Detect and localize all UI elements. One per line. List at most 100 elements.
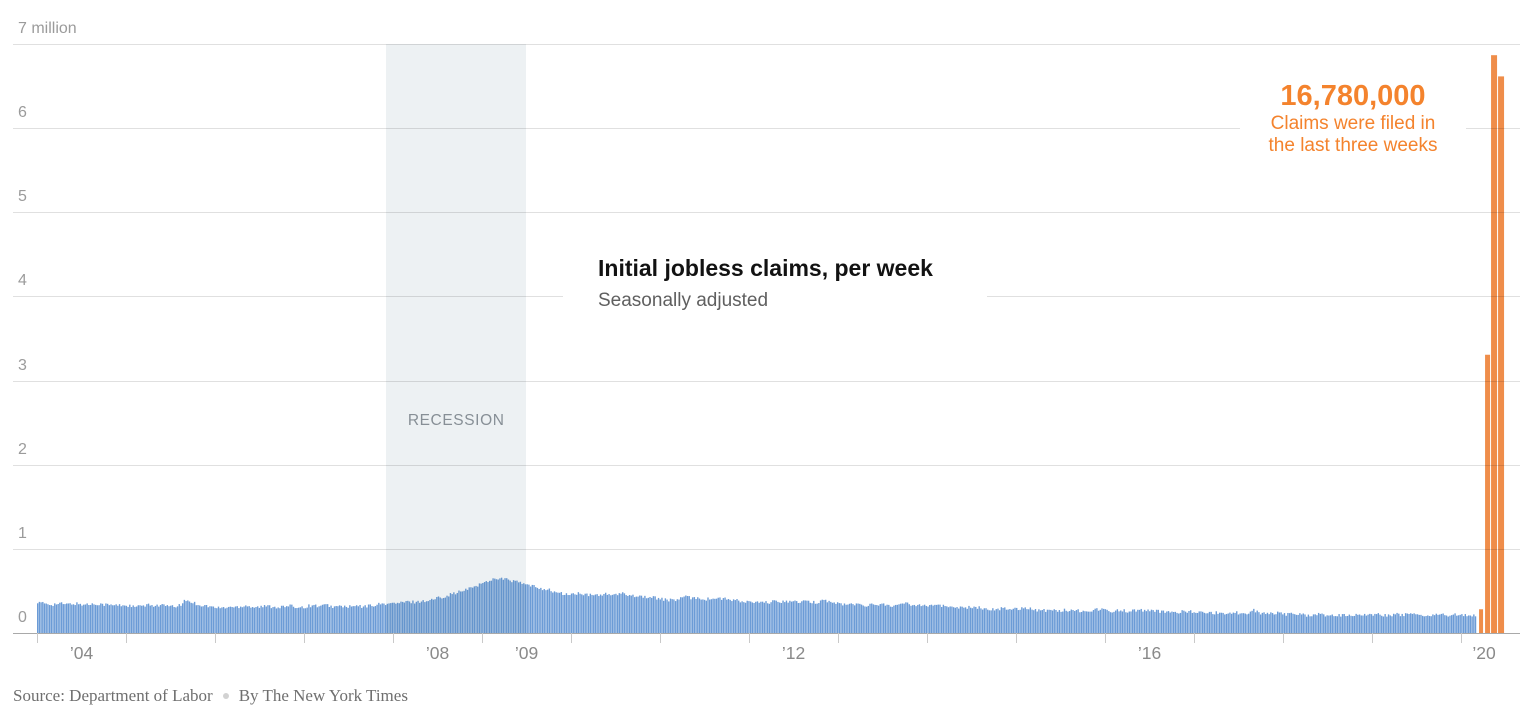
weekly-claims-bar [1017,610,1020,633]
weekly-claims-bar [656,599,658,633]
weekly-claims-bar [1230,613,1233,633]
weekly-claims-bar [349,605,351,633]
weekly-claims-bar [297,607,300,633]
weekly-claims-bar [488,580,491,633]
weekly-claims-bar [954,607,957,633]
weekly-claims-bar [1219,612,1221,633]
weekly-claims-bar [1188,611,1190,633]
weekly-claims-bar [357,606,360,633]
weekly-claims-bar [995,609,997,633]
weekly-claims-bar [1442,613,1444,633]
weekly-claims-bar [77,604,80,633]
weekly-claims-bar [185,601,187,633]
weekly-claims-bar [1386,616,1388,633]
weekly-claims-bar [1092,610,1095,633]
weekly-claims-bar [212,606,215,633]
weekly-claims-bar [1355,613,1357,633]
weekly-claims-bar [1210,611,1212,633]
weekly-claims-bar [129,604,131,633]
weekly-claims-bar [1427,615,1429,633]
weekly-claims-bar [1345,616,1347,633]
weekly-claims-bar [964,607,967,633]
weekly-claims-bar [471,587,474,633]
weekly-claims-bar [1205,613,1207,633]
weekly-claims-bar [598,596,600,633]
weekly-claims-bar [1271,613,1274,633]
weekly-claims-bar [891,606,893,633]
weekly-claims-bar [289,604,291,633]
weekly-claims-bar [980,608,982,633]
y-axis-label: 1 [18,525,27,542]
weekly-claims-bar [1167,611,1170,633]
y-axis-label: 5 [18,188,27,205]
weekly-claims-bar [458,590,460,633]
weekly-claims-bar [1343,613,1345,633]
weekly-claims-bar [720,599,723,633]
weekly-claims-bar [156,604,158,633]
weekly-claims-bar [1299,613,1301,633]
weekly-claims-bar [417,600,419,633]
weekly-claims-bar [630,595,632,633]
weekly-claims-bar [98,605,100,633]
weekly-claims-bar [255,607,257,633]
x-axis-label: ’08 [425,643,450,663]
weekly-claims-bar [1053,609,1055,633]
x-axis-tick [838,633,839,643]
weekly-claims-bar [536,587,539,633]
weekly-claims-bar [1372,615,1374,633]
weekly-claims-bar [424,602,426,633]
weekly-claims-bar [1410,613,1412,633]
weekly-claims-bar [1461,614,1463,633]
weekly-claims-bar [760,601,762,633]
weekly-claims-bar [1126,612,1129,633]
x-axis-tick [482,633,483,643]
weekly-claims-bar [168,606,170,633]
weekly-claims-bar [736,599,738,633]
weekly-claims-bar [408,601,411,633]
weekly-claims-bar [122,605,124,633]
weekly-claims-bar [557,592,559,633]
x-axis-tick [393,633,394,643]
weekly-claims-bar [234,606,237,633]
weekly-claims-bar [1420,614,1422,633]
weekly-claims-bar [765,601,767,633]
weekly-claims-bar [872,604,875,633]
weekly-claims-bar [828,600,830,633]
weekly-claims-bar [238,608,240,633]
highlight-claims-bar [1485,354,1491,633]
weekly-claims-bar [507,579,510,633]
weekly-claims-bar [739,602,742,633]
weekly-claims-bar [593,595,595,633]
weekly-claims-bar [1456,615,1458,633]
weekly-claims-bar [644,595,646,633]
gridline [13,128,1520,129]
x-axis-label: ’04 [69,643,94,663]
weekly-claims-bar [81,605,83,633]
weekly-claims-bar [686,596,689,633]
weekly-claims-bar [50,605,53,633]
weekly-claims-bar [217,606,220,633]
weekly-claims-bar [1225,613,1228,633]
weekly-claims-bar [1430,616,1432,633]
weekly-claims-bar [38,601,41,633]
weekly-claims-bar [1374,613,1376,633]
y-axis-label: 3 [18,357,27,374]
weekly-claims-bar [48,605,51,633]
weekly-claims-bar [616,595,619,633]
weekly-claims-bar [845,604,847,633]
weekly-claims-bar [724,597,726,633]
weekly-claims-bar [1408,613,1410,633]
weekly-claims-bar [340,605,342,633]
weekly-claims-bar [1178,613,1180,633]
weekly-claims-bar [562,595,564,633]
weekly-claims-bar [1147,609,1149,633]
weekly-claims-bar [512,580,515,633]
y-axis-label: 6 [18,104,27,121]
weekly-claims-bar [748,601,750,633]
weekly-claims-bar [67,603,70,633]
weekly-claims-bar [1191,612,1194,633]
gridline [13,212,1520,213]
highlight-claims-bar [1498,76,1505,633]
weekly-claims-bar [963,607,965,633]
weekly-claims-bar [1399,616,1402,633]
